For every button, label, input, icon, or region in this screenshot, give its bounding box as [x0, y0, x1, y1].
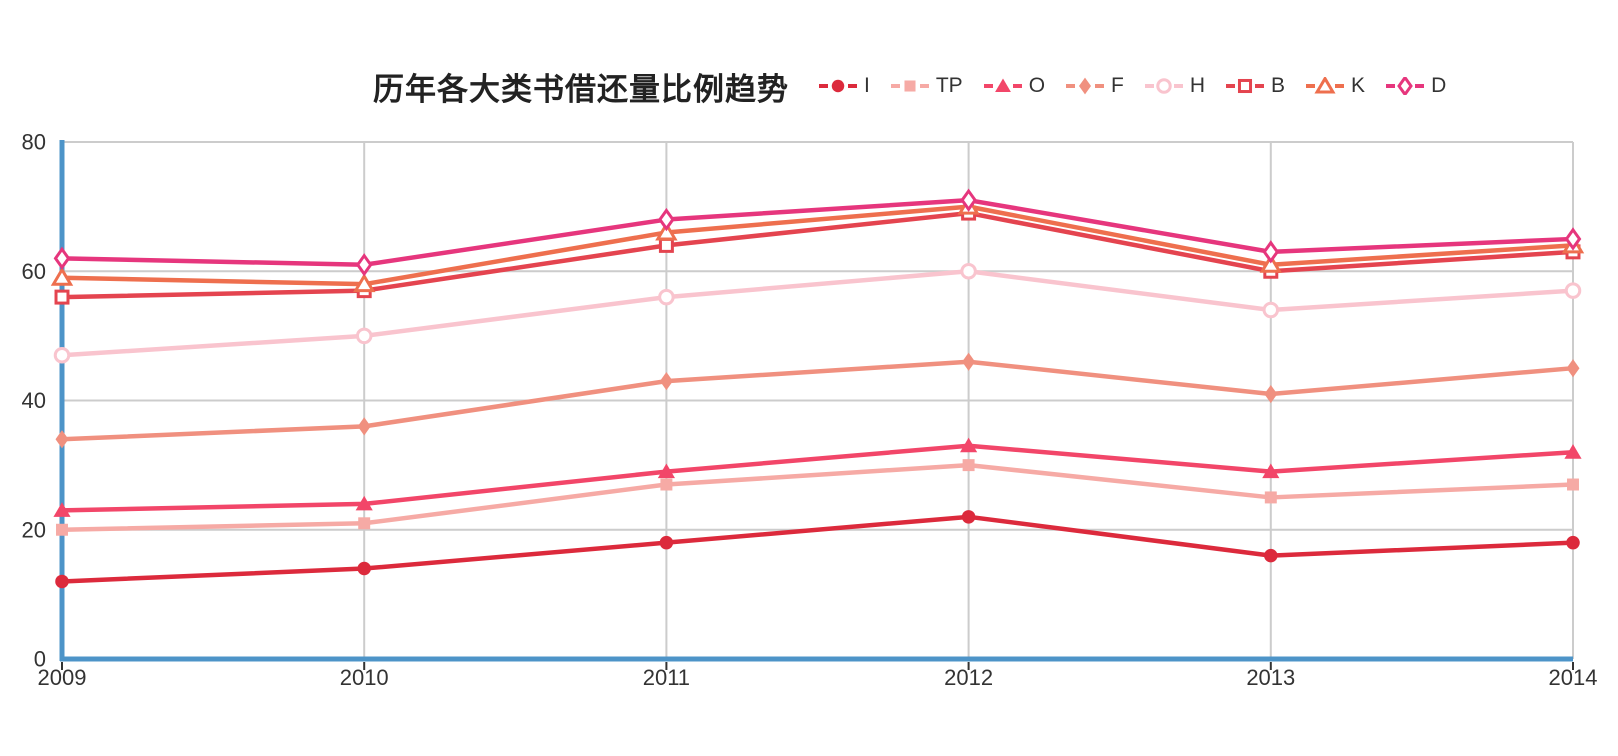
series-TP — [56, 459, 1579, 536]
legend-item-I[interactable]: I — [819, 74, 870, 98]
y-axis-labels: 0 20 40 60 80 — [22, 130, 46, 672]
y-axis-label: 80 — [22, 130, 46, 155]
series-O — [53, 437, 1582, 517]
legend: I TP O F H B K D — [819, 74, 1446, 98]
legend-item-B[interactable]: B — [1226, 74, 1285, 98]
legend-diamond-icon — [1066, 77, 1105, 95]
legend-circle-icon — [819, 79, 857, 93]
x-axis-label: 2009 — [38, 665, 87, 690]
legend-label: F — [1111, 74, 1124, 97]
chart-header: 历年各大类书借还量比例趋势 I TP O F H B K D — [373, 58, 1446, 114]
y-axis-label: 20 — [22, 517, 46, 542]
chart-title: 历年各大类书借还量比例趋势 — [373, 71, 789, 107]
series-D — [53, 188, 1582, 277]
legend-label: H — [1189, 74, 1206, 97]
legend-label: B — [1271, 74, 1286, 97]
legend-label: I — [864, 74, 870, 97]
series-H — [53, 262, 1582, 364]
legend-item-O[interactable]: O — [983, 74, 1046, 98]
legend-circle-icon — [1144, 78, 1183, 94]
x-axis-label: 2011 — [643, 665, 690, 690]
series-I — [55, 510, 1580, 589]
legend-label: O — [1028, 74, 1046, 97]
legend-label: TP — [935, 74, 963, 97]
y-axis-label: 60 — [22, 259, 46, 284]
legend-item-H[interactable]: H — [1144, 74, 1206, 98]
legend-item-D[interactable]: D — [1386, 74, 1446, 98]
legend-diamond-icon — [1386, 77, 1425, 95]
legend-item-K[interactable]: K — [1306, 74, 1365, 98]
x-axis-labels: 2009 2010 2011 2012 2013 2014 — [38, 665, 1598, 690]
series-K — [50, 195, 1585, 293]
legend-square-icon — [1226, 78, 1265, 94]
legend-triangle-icon — [1306, 77, 1345, 94]
y-axis-label: 40 — [22, 388, 46, 413]
legend-item-F[interactable]: F — [1066, 74, 1124, 98]
x-axis-ticks — [61, 662, 1574, 670]
legend-item-TP[interactable]: TP — [890, 74, 963, 98]
x-axis-label: 2013 — [1246, 665, 1295, 690]
x-axis-label: 2014 — [1549, 665, 1598, 690]
series-F — [55, 352, 1580, 449]
x-axis-label: 2012 — [944, 665, 993, 690]
axis-lines — [59, 140, 1573, 662]
legend-triangle-icon — [983, 78, 1022, 92]
legend-label: K — [1351, 74, 1366, 97]
x-axis-label: 2010 — [340, 665, 389, 690]
legend-square-icon — [890, 80, 929, 92]
y-axis-label: 0 — [34, 647, 46, 672]
legend-label: D — [1431, 74, 1447, 97]
